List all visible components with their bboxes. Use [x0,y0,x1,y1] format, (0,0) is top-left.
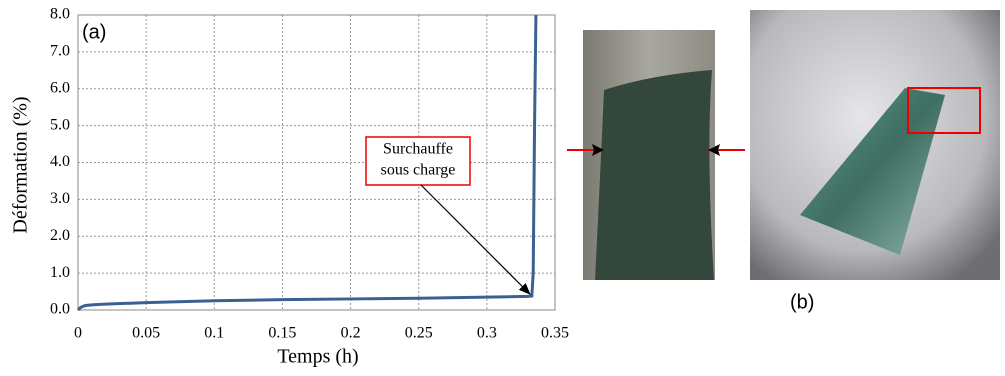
panel-label: (a) [82,21,106,43]
x-tick-label: 0.35 [541,325,569,342]
y-tick-label: 5.0 [50,116,70,133]
sample-strip [595,70,714,280]
arrow-head [708,144,720,156]
x-tick-label: 0.25 [405,325,433,342]
x-tick-label: 0.05 [132,325,160,342]
plot-frame [77,14,556,311]
y-tick-label: 4.0 [50,153,70,170]
y-tick-label: 1.0 [50,264,70,281]
photos: (b) [567,10,1000,313]
y-tick-label: 8.0 [50,6,70,23]
y-tick-label: 2.0 [50,227,70,244]
arrow-head [592,144,604,156]
annotation-arrow [420,184,531,295]
x-tick-label: 0.15 [268,325,296,342]
panel-label: (b) [790,291,814,313]
y-axis-label: Déformation (%) [10,96,32,233]
highlight-box [907,87,981,134]
y-tick-label: 7.0 [50,43,70,60]
x-tick-label: 0.3 [477,325,497,342]
line [76,14,538,312]
y-tick-label: 0.0 [50,301,70,318]
x-tick-label: 0.2 [341,325,361,342]
y-tick-label: 3.0 [50,190,70,207]
annotation-text: Surchauffe [383,141,453,158]
annotation-box [365,136,471,186]
x-axis-label: Temps (h) [277,346,358,368]
annotation-text: sous charge [381,162,456,179]
y-tick-label: 6.0 [50,79,70,96]
x-tick-label: 0 [74,325,82,342]
x-tick-label: 0.1 [204,325,224,342]
